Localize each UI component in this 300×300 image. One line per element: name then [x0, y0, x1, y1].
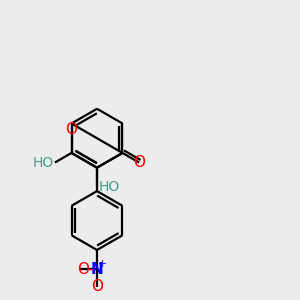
Text: N: N: [91, 262, 103, 277]
Text: +: +: [98, 259, 108, 269]
Text: HO: HO: [98, 180, 120, 194]
Text: O: O: [133, 155, 145, 170]
Text: O: O: [77, 262, 89, 277]
Text: HO: HO: [32, 155, 53, 170]
Text: O: O: [65, 122, 77, 137]
Text: O: O: [91, 279, 103, 294]
Text: -: -: [87, 262, 92, 277]
